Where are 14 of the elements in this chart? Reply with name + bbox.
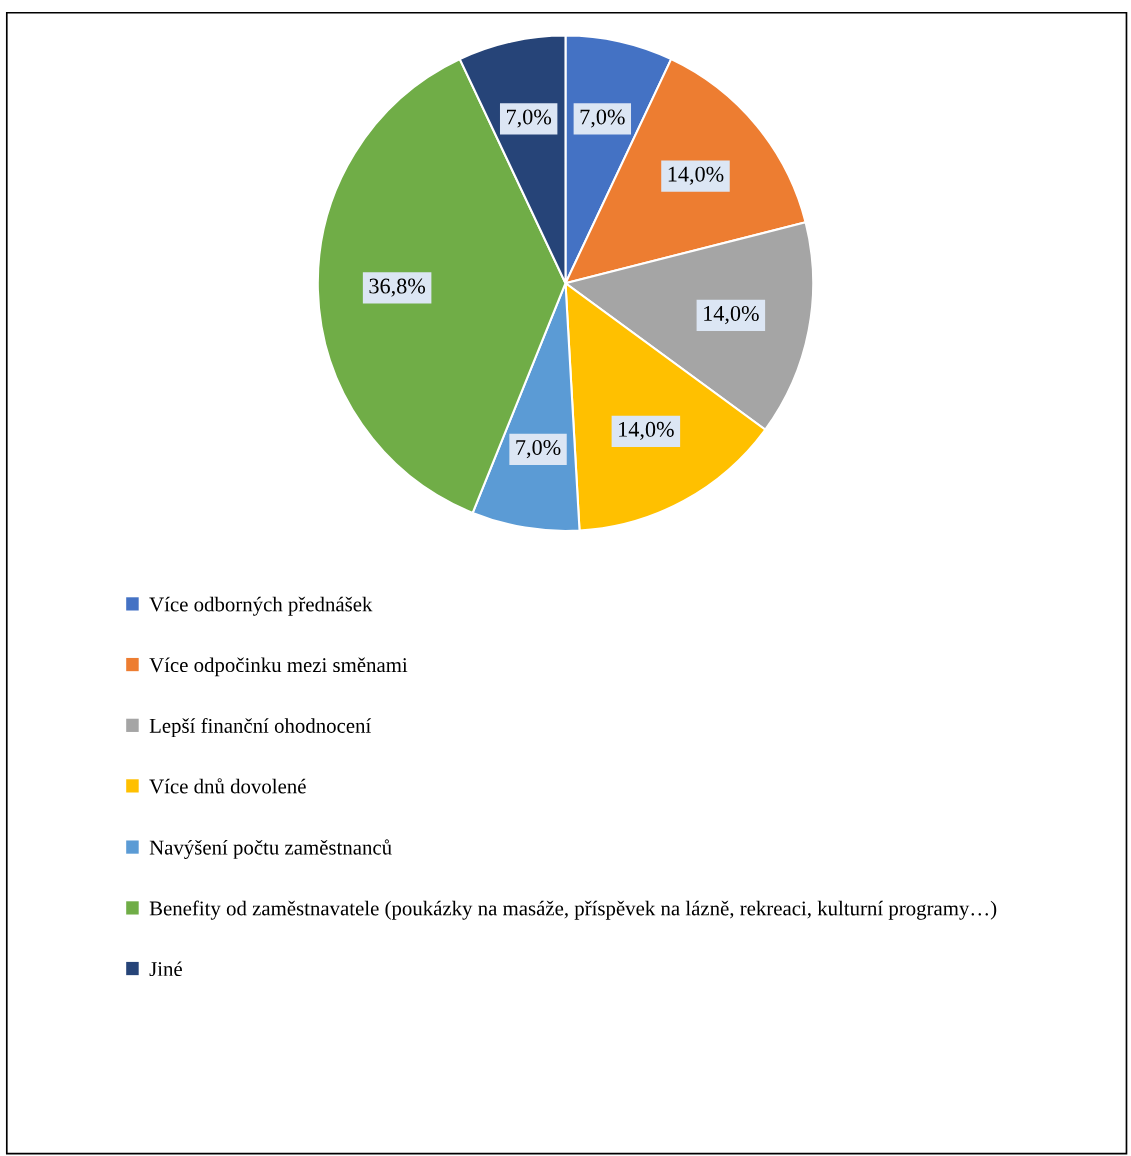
data-label: 36,8%: [369, 278, 426, 297]
data-label: 14,0%: [704, 305, 759, 325]
data-label: 7,0%: [580, 109, 625, 128]
legend-label: Více dnů dovolené: [149, 778, 306, 794]
data-label: 14,0%: [619, 421, 674, 441]
legend-label: Navýšení počtu zaměstnanců: [149, 839, 392, 859]
legend-label: Více odborných přednášek: [149, 596, 373, 616]
legend-label: Jiné: [149, 961, 182, 977]
legend-label: Lepší finanční ohodnocení: [149, 718, 372, 738]
legend-label: Benefity od zaměstnavatele (poukázky na masáže, příspěvek na lázně, rekreaci, kulturní programy…): [149, 900, 997, 920]
legend-label: Více odpočinku mezi směnami: [149, 657, 408, 677]
data-label: 7,0%: [516, 439, 561, 459]
data-label: 14,0%: [668, 166, 724, 185]
data-label: 7,0%: [507, 109, 552, 128]
